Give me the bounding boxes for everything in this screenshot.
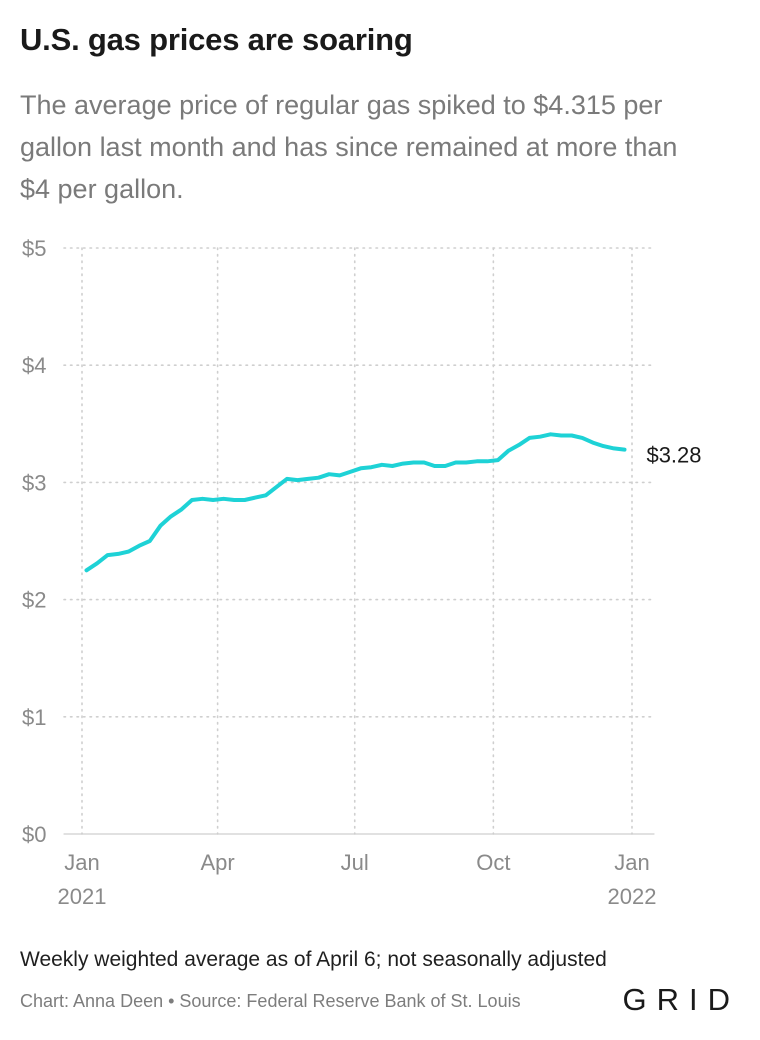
grid-lines <box>63 247 655 835</box>
line-chart: $0 $1 $2 $3 $4 $5 Jan 2021 Apr Jul Oct Jan 2022 $3.2… <box>22 236 702 909</box>
x-tick-year-label: 2022 <box>608 884 657 909</box>
y-tick-label: $1 <box>22 705 46 730</box>
grid-logo: GRID <box>622 982 740 1017</box>
y-tick-label: $3 <box>22 470 46 495</box>
series-line <box>84 432 627 573</box>
y-tick-label: $0 <box>22 822 46 847</box>
chart-subtitle: The average price of regular gas spiked … <box>20 90 678 204</box>
x-tick-label: Jan <box>64 850 99 875</box>
x-tick-label: Jul <box>341 850 369 875</box>
x-tick-label: Jan <box>614 850 649 875</box>
x-tick-label: Oct <box>476 850 510 875</box>
series-layer: $3.28 <box>84 432 702 573</box>
source-credit: Chart: Anna Deen • Source: Federal Reser… <box>20 991 521 1011</box>
x-tick-year-label: 2021 <box>58 884 107 909</box>
footnote: Weekly weighted average as of April 6; n… <box>20 948 607 971</box>
chart-title: U.S. gas prices are soaring <box>20 22 413 57</box>
y-tick-label: $4 <box>22 353 46 378</box>
x-tick-label: Apr <box>200 850 234 875</box>
y-tick-label: $2 <box>22 588 46 613</box>
y-tick-label: $5 <box>22 236 46 261</box>
end-value-label: $3.28 <box>646 443 701 468</box>
axis-labels: $0 $1 $2 $3 $4 $5 Jan 2021 Apr Jul Oct Jan 2022 <box>22 236 656 909</box>
